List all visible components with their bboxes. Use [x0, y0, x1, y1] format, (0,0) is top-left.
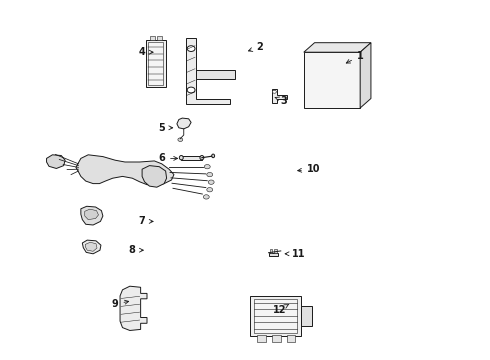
Ellipse shape: [200, 156, 204, 160]
Text: 8: 8: [129, 245, 143, 255]
Text: 10: 10: [298, 164, 320, 174]
Bar: [150, 36, 155, 40]
Text: 1: 1: [346, 51, 364, 63]
Polygon shape: [272, 89, 287, 103]
Polygon shape: [360, 43, 371, 108]
Polygon shape: [85, 242, 97, 251]
Polygon shape: [82, 240, 101, 254]
Text: 7: 7: [139, 216, 153, 226]
Bar: [157, 36, 162, 40]
Polygon shape: [186, 38, 230, 104]
Text: 2: 2: [248, 42, 263, 52]
Circle shape: [272, 90, 276, 93]
Circle shape: [203, 195, 209, 199]
Text: 3: 3: [275, 96, 288, 106]
Circle shape: [208, 180, 214, 184]
Bar: [269, 253, 278, 256]
Polygon shape: [47, 155, 65, 168]
Text: 9: 9: [112, 299, 129, 309]
Polygon shape: [81, 206, 103, 225]
Text: 4: 4: [139, 47, 153, 57]
Polygon shape: [142, 166, 167, 187]
Polygon shape: [76, 155, 174, 185]
Bar: [304, 52, 360, 108]
Circle shape: [187, 87, 195, 93]
Text: 5: 5: [158, 123, 172, 133]
Bar: [148, 42, 163, 85]
Bar: [274, 249, 277, 253]
Circle shape: [187, 46, 195, 51]
Ellipse shape: [179, 156, 183, 160]
Text: 6: 6: [158, 153, 177, 163]
Polygon shape: [177, 118, 191, 129]
Polygon shape: [304, 43, 371, 52]
Polygon shape: [196, 70, 235, 79]
Bar: [250, 296, 301, 336]
Bar: [181, 156, 202, 160]
Text: 12: 12: [272, 304, 289, 315]
Polygon shape: [120, 286, 147, 330]
Circle shape: [204, 165, 210, 169]
Bar: [257, 335, 266, 342]
Bar: [272, 335, 281, 342]
Bar: [301, 306, 312, 325]
Polygon shape: [85, 209, 98, 220]
Text: 11: 11: [285, 249, 306, 259]
Bar: [287, 335, 295, 342]
Ellipse shape: [212, 154, 215, 158]
Bar: [146, 40, 166, 87]
Bar: [270, 249, 272, 253]
Circle shape: [207, 172, 213, 177]
Circle shape: [178, 138, 183, 141]
Bar: [254, 299, 297, 333]
Circle shape: [207, 188, 213, 192]
